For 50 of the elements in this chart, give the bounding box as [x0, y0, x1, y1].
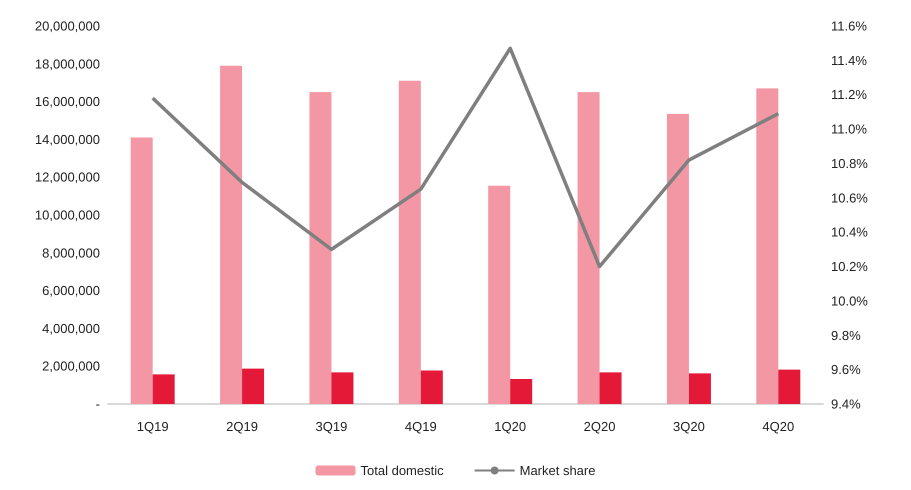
y2-tick-label: 11.6% — [831, 18, 868, 34]
bar — [331, 372, 354, 404]
bar — [220, 66, 242, 404]
bar — [688, 373, 711, 404]
y-tick-label: 16,000,000 — [34, 94, 100, 110]
bar — [309, 92, 332, 404]
y-tick-label: 10,000,000 — [34, 208, 100, 222]
bar — [420, 370, 443, 404]
y2-tick-label: 11.0% — [831, 122, 868, 137]
bar — [152, 374, 175, 404]
y-tick-label: 12,000,000 — [34, 170, 100, 185]
bar — [130, 138, 153, 404]
y-tick-label: - — [96, 396, 100, 412]
y2-tick-label: 10.2% — [831, 259, 868, 274]
y-tick-label: 4,000,000 — [42, 320, 100, 336]
y-tick-label: 2,000,000 — [42, 358, 100, 374]
x-tick-label: 4Q20 — [762, 419, 794, 434]
x-tick-label: 1Q19 — [136, 419, 169, 434]
bar — [778, 370, 800, 404]
x-tick-label: 3Q19 — [316, 419, 348, 434]
y2-tick-label: 9.6% — [831, 362, 862, 378]
y-tick-label: 18,000,000 — [34, 56, 100, 72]
y-tick-label: 6,000,000 — [42, 283, 100, 298]
y2-tick-label: 11.4% — [831, 52, 868, 68]
bar — [578, 92, 600, 404]
bar — [488, 186, 510, 404]
line-series — [150, 46, 780, 268]
y2-tick-label: 10.4% — [831, 224, 868, 240]
y2-tick-label: 10.6% — [831, 190, 868, 206]
x-tick-label: 3Q20 — [673, 419, 705, 434]
y2-tick-label: 10.0% — [831, 293, 868, 308]
y-tick-label: 20,000,000 — [34, 18, 100, 34]
bar — [242, 368, 264, 404]
x-tick-label: 4Q19 — [404, 419, 437, 434]
y-tick-label: 8,000,000 — [42, 245, 100, 260]
legend-label: Market share — [520, 463, 596, 478]
y2-tick-label: 10.8% — [831, 156, 868, 171]
x-tick-label: 1Q20 — [494, 419, 526, 434]
y2-tick-label: 11.2% — [831, 87, 868, 102]
bar — [510, 379, 532, 404]
x-tick-label: 2Q20 — [584, 419, 616, 434]
bar — [756, 88, 778, 404]
bar — [600, 372, 622, 404]
y-tick-label: 14,000,000 — [34, 132, 100, 147]
bar — [398, 80, 421, 404]
y2-tick-label: 9.8% — [831, 328, 862, 343]
bar — [666, 114, 689, 404]
y2-tick-label: 9.4% — [831, 396, 862, 412]
x-tick-label: 2Q19 — [226, 419, 258, 434]
legend-label: Total domestic — [360, 463, 444, 478]
